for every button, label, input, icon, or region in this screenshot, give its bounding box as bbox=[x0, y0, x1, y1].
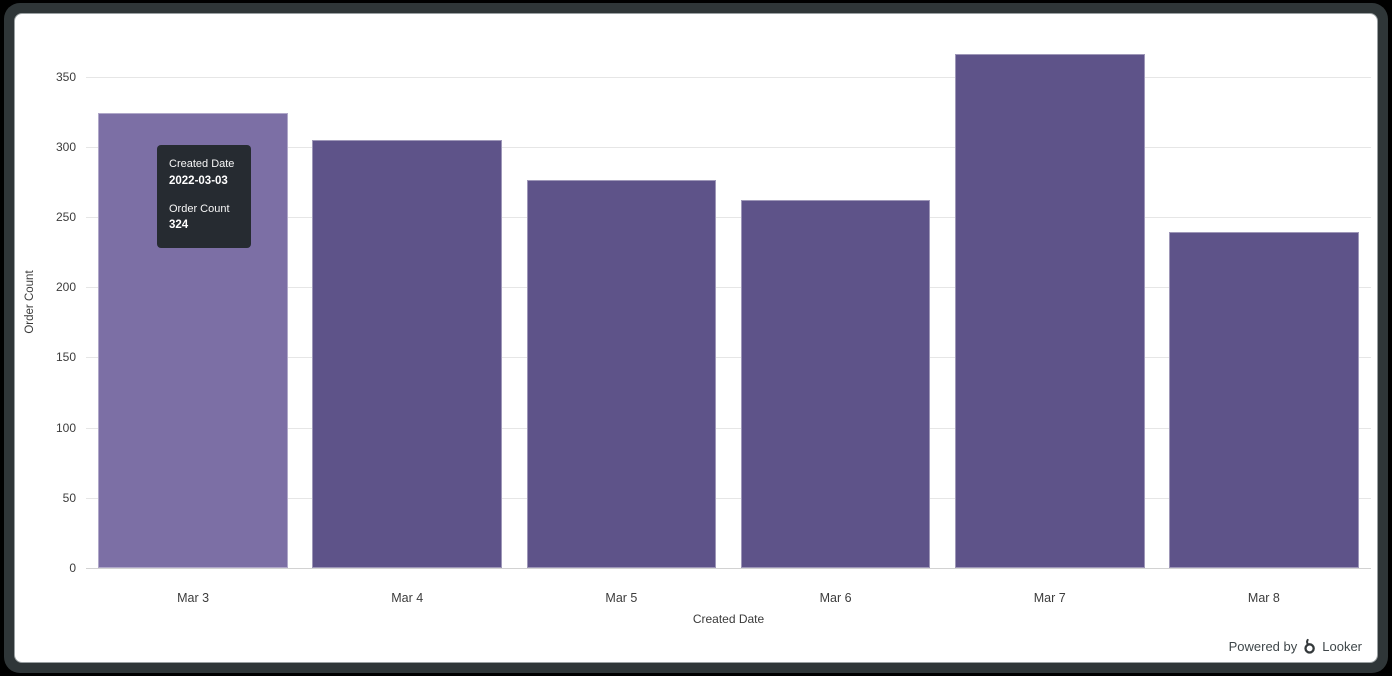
y-tick-label: 350 bbox=[55, 69, 76, 84]
x-axis-title: Created Date bbox=[692, 612, 765, 626]
tooltip-measure: Order Count 324 bbox=[169, 201, 239, 235]
y-tick-label: 100 bbox=[55, 420, 76, 435]
tooltip-dimension: Created Date 2022-03-03 bbox=[169, 156, 239, 190]
bar-mar-4[interactable] bbox=[312, 139, 502, 568]
gridline-0 bbox=[86, 568, 1371, 569]
gridline-200 bbox=[86, 287, 1371, 289]
y-tick-label: 50 bbox=[62, 490, 76, 505]
x-tick-label: Mar 8 bbox=[1247, 591, 1280, 605]
x-tick-label: Mar 6 bbox=[819, 591, 852, 605]
tooltip-measure-value: 324 bbox=[169, 219, 189, 232]
bar-mar-5[interactable] bbox=[526, 180, 717, 568]
gridline-350 bbox=[86, 76, 1371, 78]
chart-panel: Order Count 0 50 100 150 200 250 300 350 Mar 3 M… bbox=[14, 13, 1378, 663]
x-tick-label: Mar 4 bbox=[391, 591, 424, 605]
gridline-250 bbox=[86, 216, 1371, 218]
gridline-100 bbox=[86, 427, 1371, 429]
powered-by-looker[interactable]: Powered by Looker bbox=[1229, 638, 1362, 655]
x-tick-label: Mar 7 bbox=[1033, 591, 1066, 605]
y-tick-label: 150 bbox=[55, 350, 76, 365]
y-tick-label: 200 bbox=[55, 280, 76, 295]
brand-label: Looker bbox=[1322, 639, 1362, 654]
y-tick-label: 250 bbox=[55, 209, 76, 224]
tooltip-dimension-value: 2022-03-03 bbox=[169, 174, 228, 187]
bar-mar-7[interactable] bbox=[954, 54, 1145, 568]
bar-chart: Order Count 0 50 100 150 200 250 300 350 Mar 3 M… bbox=[15, 14, 1377, 662]
chart-tooltip: Created Date 2022-03-03 Order Count 324 bbox=[157, 145, 251, 248]
y-tick-label: 0 bbox=[69, 561, 76, 575]
window-frame: Order Count 0 50 100 150 200 250 300 350 Mar 3 M… bbox=[4, 3, 1388, 673]
powered-by-label: Powered by bbox=[1228, 639, 1298, 654]
gridline-150 bbox=[86, 357, 1371, 359]
bar-mar-6[interactable] bbox=[740, 200, 931, 568]
gridline-300 bbox=[86, 146, 1371, 148]
tooltip-measure-label: Order Count bbox=[169, 202, 230, 215]
gridline-50 bbox=[86, 497, 1371, 499]
y-axis-title: Order Count bbox=[24, 270, 36, 334]
looker-logo-icon bbox=[1304, 638, 1316, 654]
x-tick-label: Mar 3 bbox=[177, 591, 210, 605]
x-tick-label: Mar 5 bbox=[605, 591, 638, 605]
tooltip-dimension-label: Created Date bbox=[169, 158, 235, 170]
bar-mar-8[interactable] bbox=[1169, 232, 1359, 568]
y-tick-label: 300 bbox=[55, 139, 76, 154]
